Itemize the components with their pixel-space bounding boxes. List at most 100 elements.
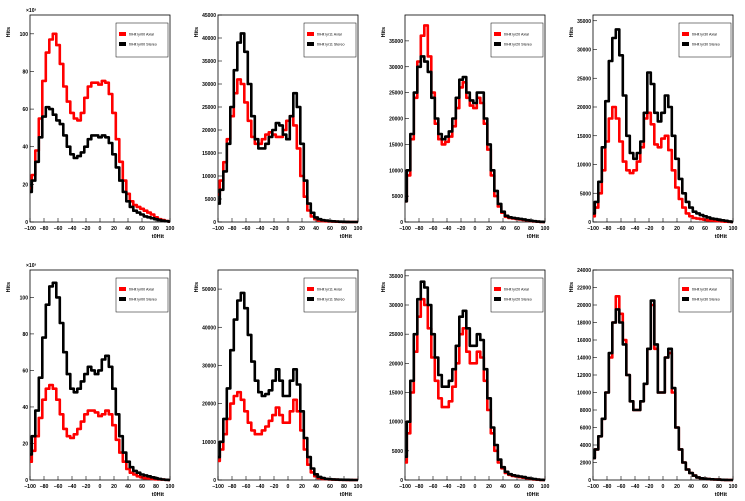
x-tick-label: 20: [486, 226, 492, 232]
x-tick-label: −100: [587, 226, 599, 232]
x-tick-label: 60: [514, 226, 520, 232]
y-tick-label: 5000: [205, 197, 216, 203]
x-tick-label: 60: [514, 484, 520, 490]
x-tick-label: 60: [139, 484, 145, 490]
x-tick-label: 40: [125, 484, 131, 490]
legend-label: t0Hit lyr00 Stereo: [129, 43, 157, 47]
y-tick-label: 60: [22, 368, 28, 374]
y-tick-label: 0: [25, 220, 28, 226]
x-tick-label: −20: [82, 484, 91, 490]
series-line-stereo: [218, 32, 358, 224]
x-tick-label: 60: [327, 226, 333, 232]
y-tick-label: 45000: [202, 13, 216, 19]
x-tick-label: −60: [429, 484, 438, 490]
x-tick-label: −80: [603, 226, 612, 232]
y-tick-label: 15000: [389, 142, 403, 148]
y-tick-label: 40: [22, 145, 28, 151]
y-tick-label: 18000: [577, 321, 591, 327]
x-axis-label: t0Hit: [527, 492, 539, 498]
legend-swatch: [307, 297, 314, 301]
x-tick-label: −60: [617, 484, 626, 490]
legend-label: t0Hit lyr20 Axial: [504, 288, 529, 292]
y-axis-label: Hits: [569, 27, 575, 37]
x-tick-label: 40: [313, 226, 319, 232]
x-tick-label: 80: [153, 226, 159, 232]
series-line-stereo: [593, 28, 733, 224]
x-tick-label: −60: [242, 226, 251, 232]
y-tick-label: 35000: [389, 274, 403, 280]
x-tick-label: −100: [212, 226, 224, 232]
legend-label: t0Hit lyr11 Stereo: [317, 298, 345, 302]
y-axis-label: Hits: [6, 27, 12, 37]
legend: [678, 22, 732, 58]
y-tick-label: 20000: [389, 361, 403, 367]
x-tick-label: −20: [270, 484, 279, 490]
x-tick-label: 0: [99, 226, 102, 232]
x-tick-label: 0: [662, 226, 665, 232]
y-tick-label: 0: [213, 220, 216, 226]
x-tick-label: −80: [228, 226, 237, 232]
chart-panel-6: 0 10000 20000 30000 40000 50000 −100 −80 −60 −40−…: [194, 269, 363, 498]
y-tick-label: 10000: [389, 420, 403, 426]
y-tick-label: 15000: [389, 391, 403, 397]
y-tick-label: 20000: [577, 105, 591, 111]
y-tick-label: 30000: [202, 82, 216, 88]
x-tick-label: 60: [327, 484, 333, 490]
x-tick-label: −40: [631, 226, 640, 232]
x-tick-label: 80: [716, 484, 722, 490]
y-tick-label: 0: [400, 478, 403, 484]
legend-swatch: [682, 32, 689, 36]
x-tick-label: 80: [528, 226, 534, 232]
x-tick-label: −40: [443, 226, 452, 232]
x-tick-label: −80: [415, 484, 424, 490]
x-tick-label: −20: [270, 226, 279, 232]
x-tick-label: 100: [166, 226, 175, 232]
y-tick-label: 20: [22, 182, 28, 188]
series-line-stereo: [405, 55, 545, 224]
y-tick-label: 35000: [577, 19, 591, 25]
chart-panel-2: 0 5000 10000 15000 20000 25000 30000 35000 40000…: [194, 13, 362, 240]
x-tick-label: 60: [702, 226, 708, 232]
x-tick-label: −60: [429, 226, 438, 232]
y-tick-label: 6000: [580, 426, 591, 432]
y-tick-label: 10000: [577, 163, 591, 169]
x-tick-label: 80: [153, 484, 159, 490]
y-tick-label: 15000: [577, 134, 591, 140]
legend-label: t0Hit lyr00 Stereo: [129, 298, 157, 302]
x-tick-label: 100: [166, 484, 175, 490]
x-tick-label: −60: [54, 484, 63, 490]
x-tick-label: −100: [24, 484, 36, 490]
x-tick-label: −60: [242, 484, 251, 490]
x-tick-label: 0: [474, 484, 477, 490]
y-tick-label: 30000: [202, 363, 216, 369]
x-tick-label: 80: [716, 226, 722, 232]
legend-swatch: [494, 287, 501, 291]
y-tick-label: 25000: [389, 332, 403, 338]
chart-panel-1: 0 20 40 60 80 100 −100 −80 −60 −40 −20 0 20 40 60 80 100…: [6, 8, 174, 240]
x-tick-label: 100: [729, 484, 738, 490]
y-axis-label: Hits: [569, 282, 575, 292]
y-tick-label: 5000: [392, 449, 403, 455]
y-tick-label: 0: [213, 478, 216, 484]
y-tick-label: 5000: [392, 194, 403, 200]
y-tick-label: 10000: [202, 440, 216, 446]
legend-swatch: [119, 42, 126, 46]
y-tick-label: 0: [25, 478, 28, 484]
y-tick-label: 2000: [580, 461, 591, 467]
x-tick-label: −40: [631, 484, 640, 490]
x-tick-label: 60: [139, 226, 145, 232]
legend-label: t0Hit lyr11 Axial: [317, 288, 342, 292]
x-tick-label: 60: [702, 484, 708, 490]
x-tick-label: −100: [587, 484, 599, 490]
legend: [490, 22, 544, 58]
x-tick-label: −20: [457, 226, 466, 232]
x-axis-label: t0Hit: [715, 234, 727, 240]
x-tick-label: 0: [99, 484, 102, 490]
legend-swatch: [119, 297, 126, 301]
y-tick-label: 0: [400, 220, 403, 226]
legend-label: t0Hit lyr20 Axial: [504, 33, 529, 37]
legend-swatch: [494, 42, 501, 46]
x-tick-label: 0: [287, 484, 290, 490]
x-axis-label: t0Hit: [152, 492, 164, 498]
x-tick-label: 100: [354, 484, 363, 490]
